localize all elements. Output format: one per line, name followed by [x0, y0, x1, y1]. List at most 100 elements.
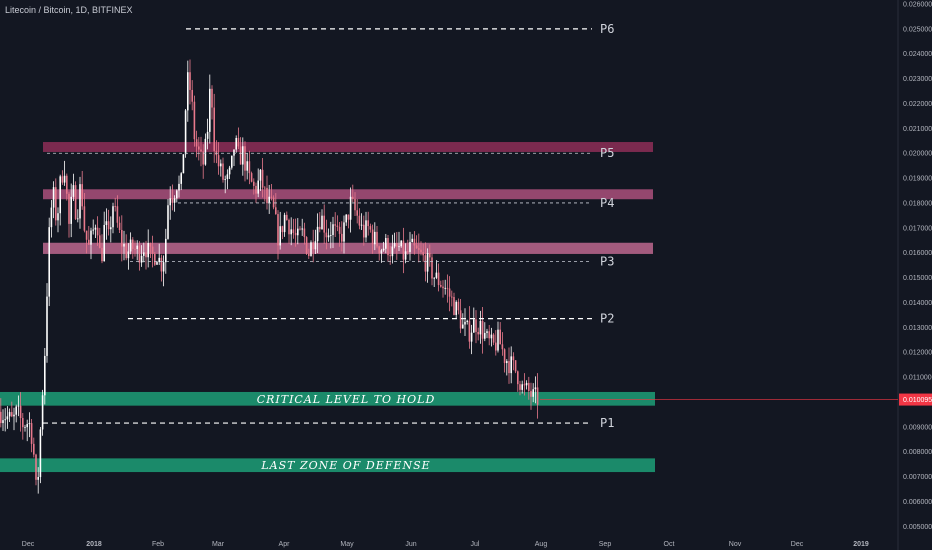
price-tick-label: 0.013000: [903, 325, 932, 332]
candle: [158, 257, 160, 263]
candle: [264, 187, 266, 189]
candle: [125, 243, 127, 259]
candle: [292, 229, 295, 233]
candle: [299, 228, 301, 230]
candle: [398, 246, 400, 248]
candle: [514, 360, 517, 372]
candle: [343, 222, 345, 242]
candle: [283, 214, 286, 233]
candle: [508, 361, 510, 374]
candle: [455, 301, 457, 315]
candle: [402, 240, 405, 260]
candle: [224, 179, 226, 180]
candle: [481, 320, 484, 339]
candle: [270, 196, 273, 198]
candle: [138, 245, 141, 263]
candle: [81, 184, 83, 207]
candle: [506, 361, 508, 364]
price-axis: 0.005000 0.006000 0.007000 0.008000 0.009000…: [540, 2, 932, 531]
candle: [136, 245, 138, 250]
candle: [385, 238, 387, 249]
price-tick-label: 0.007000: [903, 474, 932, 481]
candle: [66, 175, 68, 194]
time-tick-label: Apr: [279, 541, 291, 548]
candle: [2, 420, 4, 424]
candle: [134, 248, 136, 250]
candle: [220, 163, 222, 167]
candle: [105, 221, 108, 225]
candle: [391, 246, 394, 257]
candle: [101, 247, 103, 262]
candle: [451, 296, 453, 298]
candle: [305, 237, 308, 254]
candle: [420, 249, 422, 253]
candle: [74, 185, 77, 219]
candle: [470, 332, 473, 342]
critical-level-zone: [0, 391, 655, 406]
zone-labels-layer: CRITICAL LEVEL TO HOLD LAST ZONE OF DEFEN…: [257, 393, 435, 472]
time-tick-label: Jul: [471, 541, 480, 548]
candle: [189, 72, 191, 90]
candle: [266, 187, 268, 204]
candle: [484, 332, 486, 339]
last-price-label: 0.010095: [903, 397, 932, 404]
candle: [325, 232, 328, 238]
candle: [143, 252, 145, 256]
candle: [26, 424, 28, 428]
candle: [156, 262, 158, 265]
candle: [242, 146, 244, 165]
candle: [424, 255, 427, 272]
pivot-label-p2: P2: [600, 312, 614, 326]
candle: [488, 331, 490, 339]
candle: [6, 416, 9, 420]
candle: [422, 252, 424, 256]
candle: [191, 89, 193, 102]
pivot-label-p4: P4: [600, 196, 614, 210]
candle: [367, 220, 369, 227]
time-tick-label: Mar: [212, 541, 225, 548]
candle: [411, 238, 413, 243]
candle: [0, 411, 2, 424]
candle: [129, 239, 132, 252]
pivot-label-p1: P1: [600, 416, 614, 430]
candle: [382, 248, 385, 251]
candle: [312, 242, 314, 250]
candle: [92, 229, 94, 231]
candle: [389, 255, 391, 257]
candle: [517, 371, 519, 385]
time-tick-label: Sep: [599, 541, 612, 548]
candle: [521, 384, 523, 390]
candle: [198, 146, 200, 150]
candle: [72, 185, 75, 197]
candle: [11, 412, 13, 417]
candle: [464, 321, 466, 325]
price-tick-label: 0.023000: [903, 76, 932, 83]
candle: [88, 239, 90, 245]
candle: [426, 252, 429, 272]
candle: [321, 215, 323, 230]
price-tick-label: 0.009000: [903, 424, 932, 431]
price-tick-label: 0.008000: [903, 449, 932, 456]
price-tick-label: 0.019000: [903, 176, 932, 183]
candle: [15, 406, 17, 415]
price-tick-label: 0.018000: [903, 200, 932, 207]
candle: [380, 250, 383, 254]
zones-layer: [0, 142, 655, 473]
candle: [347, 214, 350, 220]
candle: [363, 224, 365, 238]
candle: [503, 349, 506, 364]
candle: [459, 310, 462, 329]
candle: [446, 287, 449, 289]
candle: [68, 193, 70, 224]
candle: [477, 331, 479, 335]
candle: [468, 320, 471, 342]
candle: [217, 155, 220, 167]
candle: [532, 389, 534, 397]
candle: [510, 356, 512, 374]
resistance-zone: [43, 142, 653, 152]
candle: [46, 296, 48, 356]
candle: [116, 206, 119, 223]
candle: [114, 206, 116, 208]
